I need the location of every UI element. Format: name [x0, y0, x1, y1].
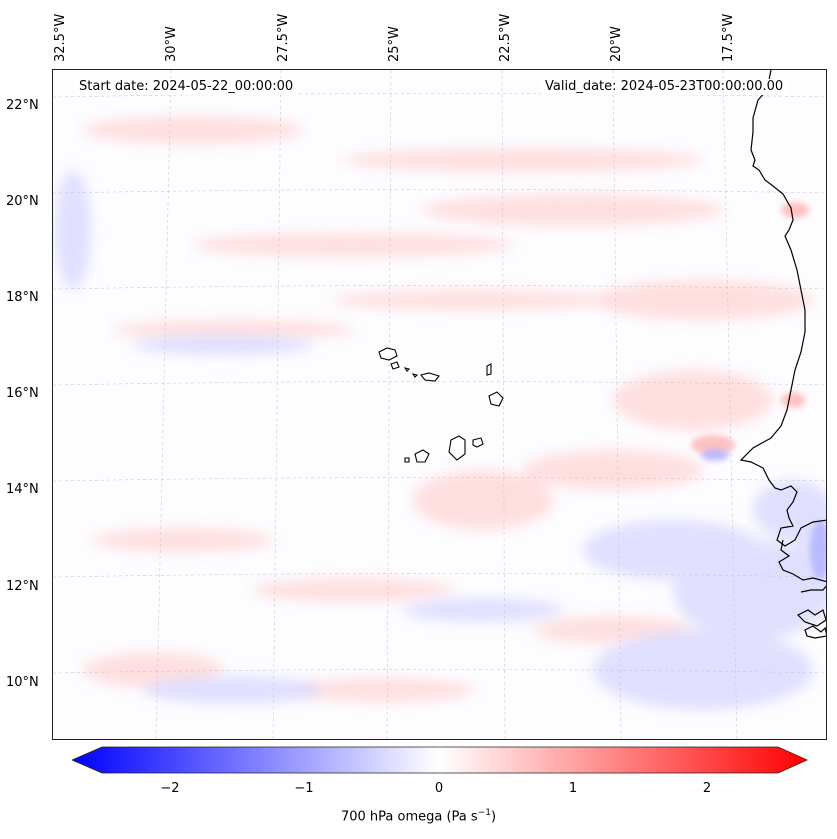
omega-field-map — [53, 70, 826, 739]
colorbar-tick-minus2: −2 — [160, 781, 180, 796]
lon-label-17-5w: 17.5°W — [721, 13, 736, 62]
omega-strong-negative — [701, 449, 826, 580]
lat-label-22n: 22°N — [6, 98, 39, 113]
lon-label-32-5w: 32.5°W — [53, 13, 68, 62]
lon-label-25w: 25°W — [387, 26, 402, 62]
omega-strong-positive — [691, 202, 809, 455]
colorbar-tick-1: 1 — [568, 781, 578, 796]
colorbar — [72, 746, 808, 774]
cape-verde-islands — [378, 347, 504, 463]
colorbar-units-exponent: −1 — [477, 808, 491, 818]
start-date-label: Start date: 2024-05-22_00:00:00 — [75, 79, 298, 95]
lat-label-16n: 16°N — [6, 386, 39, 401]
graticule — [53, 70, 826, 739]
coastline — [739, 70, 826, 639]
omega-negative-bands — [55, 170, 826, 710]
map-panel[interactable] — [52, 69, 827, 740]
colorbar-bar — [72, 746, 808, 774]
colorbar-tick-minus1: −1 — [294, 781, 314, 796]
colorbar-variable: 700 hPa omega — [340, 809, 443, 825]
lat-label-20n: 20°N — [6, 194, 39, 209]
lon-label-27-5w: 27.5°W — [276, 13, 291, 62]
lat-label-10n: 10°N — [6, 675, 39, 690]
colorbar-tick-2: 2 — [702, 781, 712, 796]
lat-label-18n: 18°N — [6, 290, 39, 305]
colorbar-label: 700 hPa omega (Pa s−1) — [340, 808, 497, 825]
lon-label-20w: 20°W — [609, 26, 624, 62]
lat-label-14n: 14°N — [6, 482, 39, 497]
lon-label-22-5w: 22.5°W — [498, 13, 513, 62]
valid-date-label: Valid_date: 2024-05-23T00:00:00.00 — [541, 79, 788, 95]
colorbar-units: Pa s — [451, 809, 478, 825]
lat-label-12n: 12°N — [6, 579, 39, 594]
colorbar-tick-0: 0 — [434, 781, 444, 796]
lon-label-30w: 30°W — [164, 26, 179, 62]
